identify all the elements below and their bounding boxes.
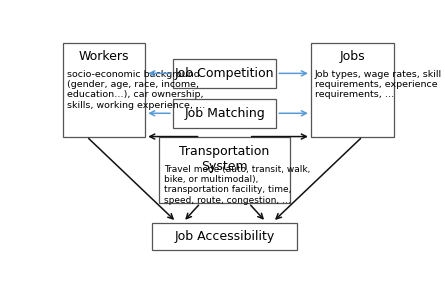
Text: Jobs: Jobs [340, 50, 365, 63]
FancyBboxPatch shape [62, 43, 146, 137]
FancyBboxPatch shape [159, 137, 290, 203]
Text: socio-economic background
(gender, age, race, income,
education…), car ownership: socio-economic background (gender, age, … [67, 69, 205, 110]
Text: Job Competition: Job Competition [175, 67, 275, 80]
FancyBboxPatch shape [173, 59, 276, 88]
Text: Job types, wage rates, skill
requirements, experience
requirements, …: Job types, wage rates, skill requirement… [315, 69, 442, 99]
Text: Job Matching: Job Matching [184, 107, 265, 120]
FancyBboxPatch shape [311, 43, 394, 137]
Text: Workers: Workers [79, 50, 129, 63]
Text: Travel mode (auto, transit, walk,
bike, or multimodal),
transportation facility,: Travel mode (auto, transit, walk, bike, … [164, 164, 311, 205]
FancyBboxPatch shape [173, 99, 276, 128]
FancyBboxPatch shape [152, 223, 297, 250]
Text: Job Accessibility: Job Accessibility [174, 230, 275, 243]
Text: Transportation
System: Transportation System [179, 145, 270, 173]
